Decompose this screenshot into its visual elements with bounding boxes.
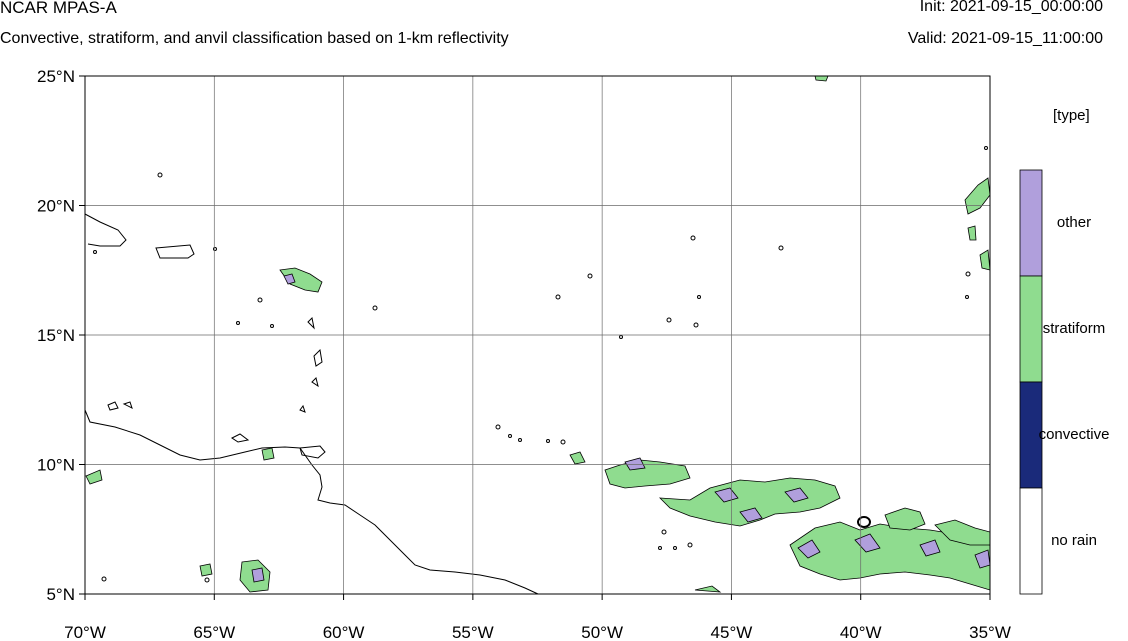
lat-tick-label: 10°N bbox=[37, 456, 75, 475]
cell-dot bbox=[270, 324, 274, 328]
lon-tick-label: 55°W bbox=[452, 623, 494, 641]
precip-area bbox=[85, 469, 103, 485]
legend-label: no rain bbox=[1051, 532, 1097, 549]
precip-area bbox=[739, 507, 763, 523]
precip-area bbox=[857, 516, 871, 528]
precip-area bbox=[797, 539, 821, 559]
cell-dot bbox=[555, 294, 561, 300]
cell-dot bbox=[560, 439, 566, 445]
legend-label: other bbox=[1056, 214, 1092, 231]
cell-dot bbox=[546, 439, 550, 443]
cell-dot bbox=[673, 546, 677, 550]
legend-title: [type] bbox=[1053, 107, 1090, 124]
cell-dot bbox=[690, 235, 696, 241]
coast-curacao bbox=[107, 401, 250, 443]
coast-puerto-rico-island bbox=[155, 244, 195, 259]
lat-tick-label: 15°N bbox=[37, 326, 75, 345]
longitude-labels: 70°W 65°W 60°W 55°W 50°W 45°W 40°W 35°W bbox=[64, 594, 1011, 641]
cell-dot bbox=[236, 321, 240, 325]
precip-area bbox=[967, 225, 977, 241]
precip-area bbox=[714, 487, 739, 503]
cell-dot bbox=[984, 146, 988, 150]
precip-area bbox=[251, 567, 265, 583]
precip-area bbox=[694, 585, 722, 593]
precip-area bbox=[979, 249, 991, 271]
cell-dot bbox=[693, 322, 699, 328]
lat-tick-label: 25°N bbox=[37, 67, 75, 86]
cell-dot bbox=[965, 295, 969, 299]
valid-time: Valid: 2021-09-15_11:00:00 bbox=[907, 30, 1103, 47]
lon-tick-label: 65°W bbox=[193, 623, 235, 641]
precip-area bbox=[814, 75, 829, 82]
precip-area bbox=[199, 563, 213, 577]
lat-tick-label: 20°N bbox=[37, 197, 75, 216]
cell-dot bbox=[372, 305, 378, 311]
latitude-labels: 25°N 20°N 15°N 10°N 5°N bbox=[37, 67, 85, 604]
precip-area bbox=[261, 447, 275, 461]
legend-swatch bbox=[1019, 487, 1043, 595]
coast-venezuela bbox=[84, 409, 539, 595]
map-subtitle: Convective, stratiform, and anvil classi… bbox=[0, 30, 509, 47]
coast-trinidad bbox=[299, 445, 326, 459]
precip-areas bbox=[85, 75, 991, 593]
isolated-cells bbox=[93, 146, 988, 583]
legend-colorbar bbox=[1019, 169, 1043, 595]
coastlines bbox=[84, 213, 539, 595]
cell-dot bbox=[101, 576, 107, 582]
cell-dot bbox=[508, 434, 512, 438]
cell-dot bbox=[518, 438, 522, 442]
cell-dot bbox=[661, 529, 667, 535]
cell-dot bbox=[778, 245, 784, 251]
cell-dot bbox=[687, 542, 693, 548]
init-time: Init: 2021-09-15_00:00:00 bbox=[919, 0, 1103, 15]
cell-dot bbox=[204, 577, 210, 583]
lat-tick-label: 5°N bbox=[46, 585, 75, 604]
precip-area bbox=[919, 539, 941, 557]
cell-dot bbox=[666, 317, 672, 323]
precip-area bbox=[964, 177, 991, 215]
cell-dot bbox=[587, 273, 593, 279]
legend-label: stratiform bbox=[1042, 320, 1106, 337]
cell-dot bbox=[93, 250, 97, 254]
precip-area bbox=[854, 533, 881, 553]
cell-dot bbox=[619, 335, 623, 339]
lon-tick-label: 40°W bbox=[840, 623, 882, 641]
precip-area bbox=[784, 487, 809, 503]
legend-label: convective bbox=[1038, 426, 1110, 443]
precip-area bbox=[624, 457, 646, 471]
cell-dot bbox=[658, 546, 662, 550]
lon-tick-label: 35°W bbox=[969, 623, 1011, 641]
lon-tick-label: 70°W bbox=[64, 623, 106, 641]
cell-dot bbox=[965, 271, 971, 277]
lon-tick-label: 60°W bbox=[323, 623, 365, 641]
cell-dot bbox=[257, 297, 263, 303]
cell-dot bbox=[697, 295, 701, 299]
precip-area bbox=[569, 451, 586, 465]
coast-lesser-antilles bbox=[299, 316, 323, 413]
precip-area bbox=[283, 273, 296, 285]
lon-tick-label: 45°W bbox=[711, 623, 753, 641]
coast-hispaniola-puerto-rico bbox=[84, 213, 127, 247]
cell-dot bbox=[157, 172, 163, 178]
precip-area bbox=[884, 507, 926, 531]
map-title: NCAR MPAS-A bbox=[0, 0, 117, 17]
lon-tick-label: 50°W bbox=[581, 623, 623, 641]
cell-dot bbox=[495, 424, 501, 430]
graticule bbox=[85, 76, 990, 594]
